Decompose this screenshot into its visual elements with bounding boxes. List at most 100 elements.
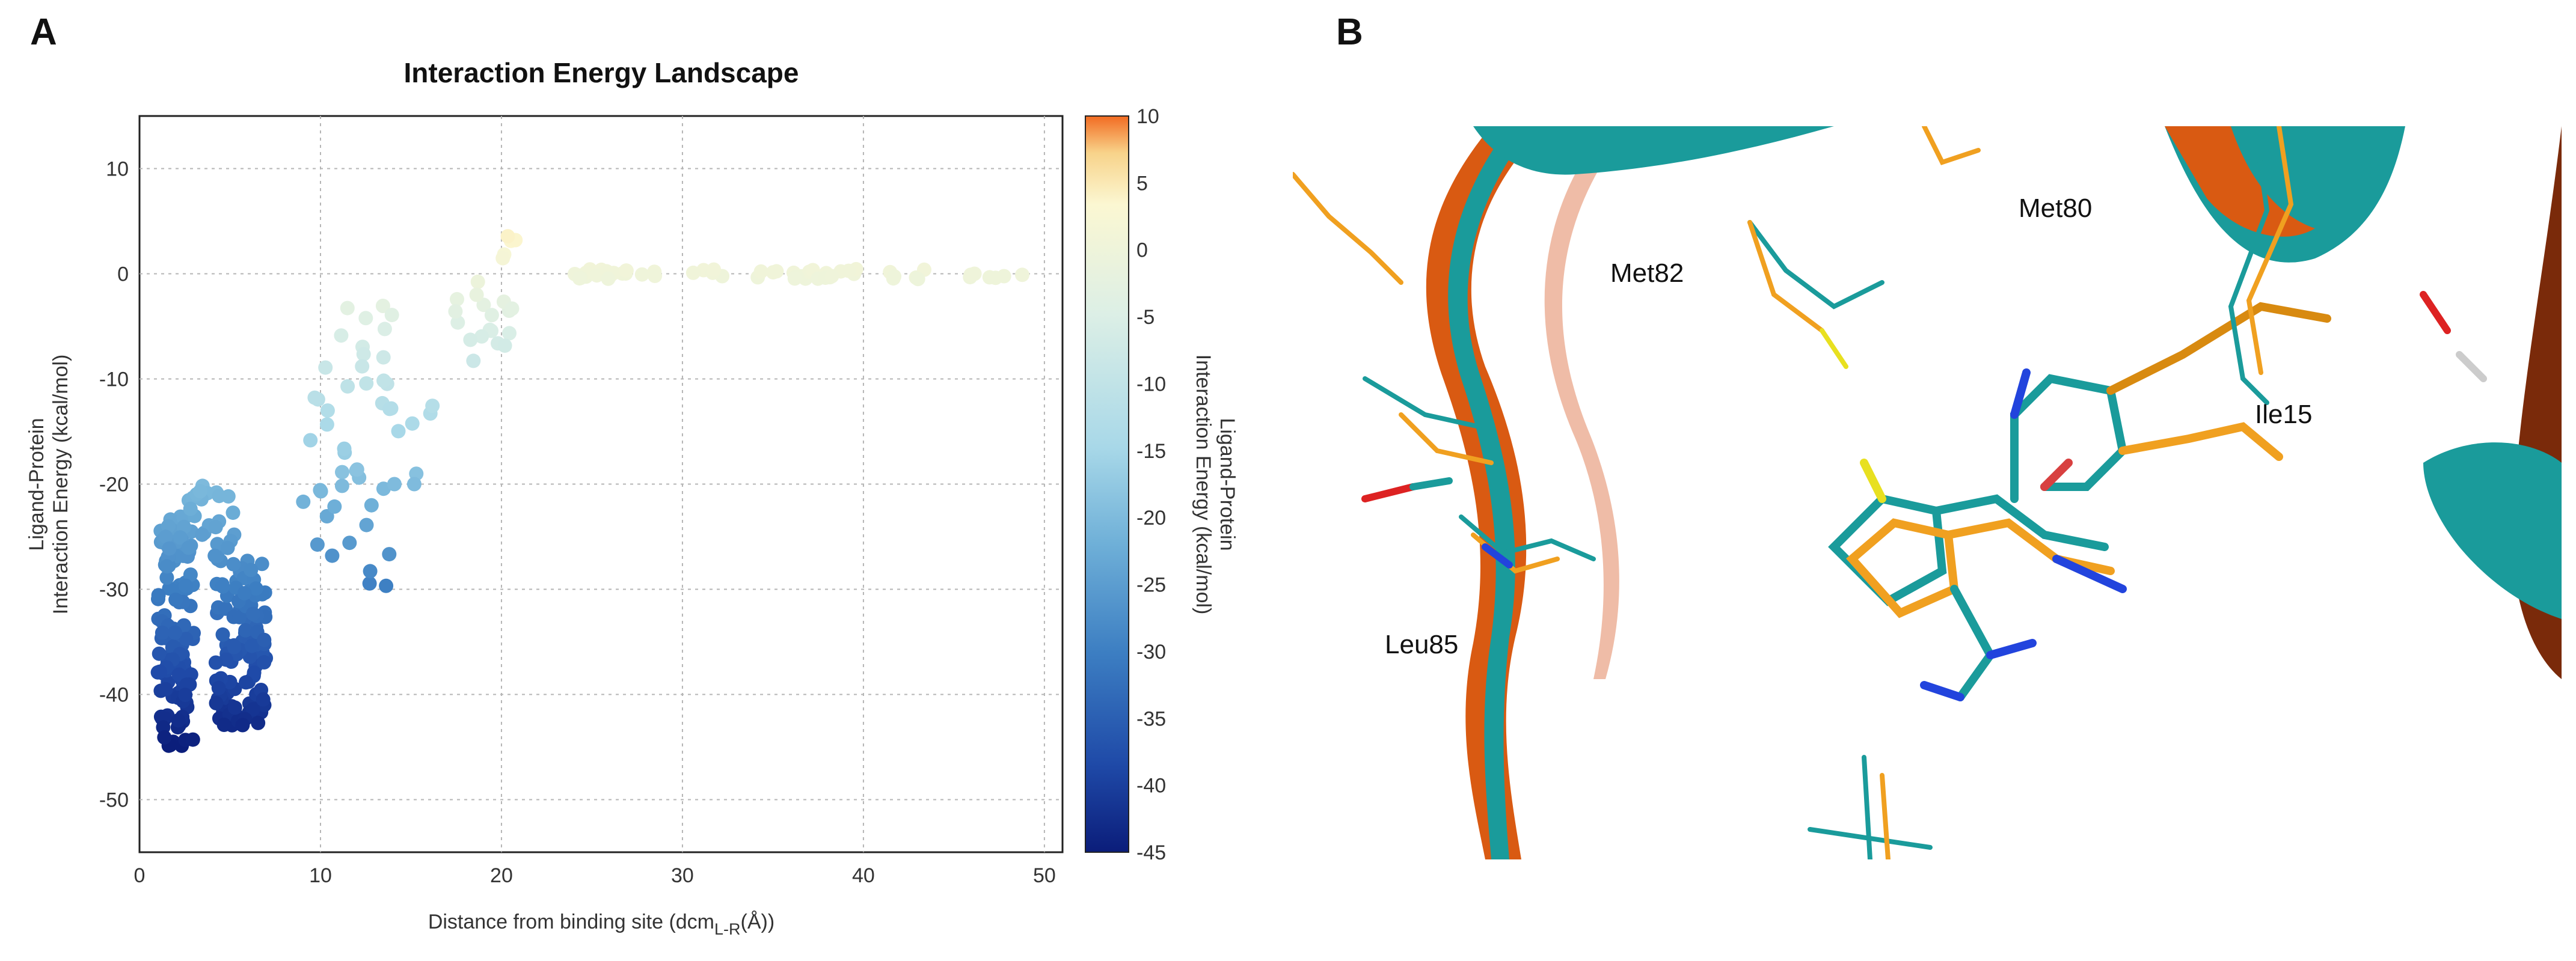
data-point — [245, 606, 260, 621]
y-tick-label: -10 — [99, 368, 129, 391]
data-point — [319, 417, 334, 432]
ribbon-strand-left-teal — [1448, 126, 1533, 859]
data-point — [376, 350, 391, 365]
data-point — [363, 564, 378, 579]
data-point — [151, 588, 166, 603]
ribbon-top — [1473, 126, 1834, 175]
data-point — [787, 271, 802, 286]
data-point — [384, 308, 399, 323]
data-point — [155, 625, 170, 640]
residue-label-leu85: Leu85 — [1385, 630, 1459, 659]
data-point — [335, 465, 349, 480]
data-point — [247, 665, 262, 680]
data-point — [244, 638, 259, 653]
data-point — [158, 529, 173, 545]
data-point — [391, 424, 406, 439]
data-point — [320, 403, 335, 418]
data-point — [237, 586, 252, 600]
data-point — [349, 462, 364, 477]
side-chains — [1293, 126, 2294, 859]
data-point — [707, 262, 722, 277]
data-point — [296, 494, 311, 509]
data-point — [183, 501, 198, 516]
data-point — [209, 696, 224, 710]
y-axis-label-line2: Interaction Energy (kcal/mol) — [49, 355, 72, 615]
data-point — [257, 655, 272, 670]
data-point — [450, 315, 465, 330]
colorbar-label-line2: Interaction Energy (kcal/mol) — [1192, 355, 1215, 615]
colorbar-tick-label: -10 — [1136, 373, 1166, 395]
data-point — [476, 297, 491, 313]
data-point — [382, 547, 397, 562]
data-point — [159, 570, 174, 585]
ligand-sticks — [1828, 302, 2331, 701]
data-point — [364, 498, 379, 513]
y-tick-label: 10 — [106, 158, 129, 181]
data-point — [359, 517, 374, 532]
y-axis-label-line1: Ligand-Protein — [25, 418, 48, 551]
data-point — [753, 264, 768, 279]
data-point — [212, 489, 227, 504]
data-point — [356, 347, 371, 362]
y-tick-label: 0 — [117, 263, 129, 286]
y-tick-label: -20 — [99, 474, 129, 496]
data-point — [192, 484, 207, 499]
data-point — [634, 267, 649, 282]
data-point — [238, 623, 253, 638]
panel-label-a: A — [30, 11, 57, 53]
ribbon-right-mid — [2423, 442, 2562, 619]
data-point — [337, 441, 352, 456]
data-point — [824, 269, 839, 284]
data-point — [469, 287, 484, 302]
data-point — [216, 718, 232, 732]
data-point — [384, 401, 399, 416]
data-point — [484, 308, 499, 323]
data-point — [996, 269, 1011, 284]
data-point — [195, 527, 210, 542]
colorbar-label-line1: Ligand-Protein — [1216, 418, 1239, 551]
data-point — [183, 567, 198, 582]
data-point — [342, 535, 357, 551]
data-point — [504, 301, 520, 316]
data-point — [171, 667, 186, 682]
data-point — [251, 715, 266, 730]
y-tick-label: -50 — [99, 789, 129, 812]
data-point — [244, 563, 259, 578]
data-point — [887, 269, 902, 284]
x-tick-label: 0 — [134, 864, 146, 887]
residue-label-met82: Met82 — [1610, 258, 1684, 288]
colorbar-tick-label: -30 — [1136, 641, 1166, 664]
data-point — [208, 655, 223, 670]
data-point — [171, 713, 186, 728]
scatter-chart: Interaction Energy Landscape 0 10 20 30 40 50… — [25, 57, 1239, 938]
data-point — [159, 559, 174, 574]
data-point — [157, 730, 172, 745]
data-point — [327, 499, 342, 514]
grid — [140, 116, 1063, 852]
data-point — [256, 692, 271, 707]
data-point — [325, 548, 340, 563]
colorbar-tick-label: -40 — [1136, 775, 1166, 798]
data-point — [406, 477, 422, 492]
y-tick-label: -30 — [99, 579, 129, 602]
data-point — [173, 530, 188, 545]
colorbar-tick-label: -15 — [1136, 440, 1166, 463]
data-point — [362, 576, 377, 591]
data-point — [375, 299, 390, 313]
data-point — [245, 702, 260, 717]
ribbon-strand-pale — [1544, 162, 1619, 679]
data-point — [1015, 267, 1029, 282]
data-point — [225, 505, 241, 520]
x-tick-label: 30 — [671, 864, 694, 887]
data-point — [303, 433, 318, 448]
data-point — [235, 718, 250, 733]
molecular-structure-image — [1293, 126, 2562, 859]
data-point — [355, 359, 370, 374]
data-point — [765, 265, 780, 280]
colorbar-tick-label: 10 — [1136, 105, 1159, 128]
data-point — [572, 271, 587, 286]
data-point — [179, 632, 194, 647]
data-point — [425, 398, 440, 413]
colorbar-tick-label: 5 — [1136, 172, 1148, 195]
data-point — [152, 664, 167, 679]
